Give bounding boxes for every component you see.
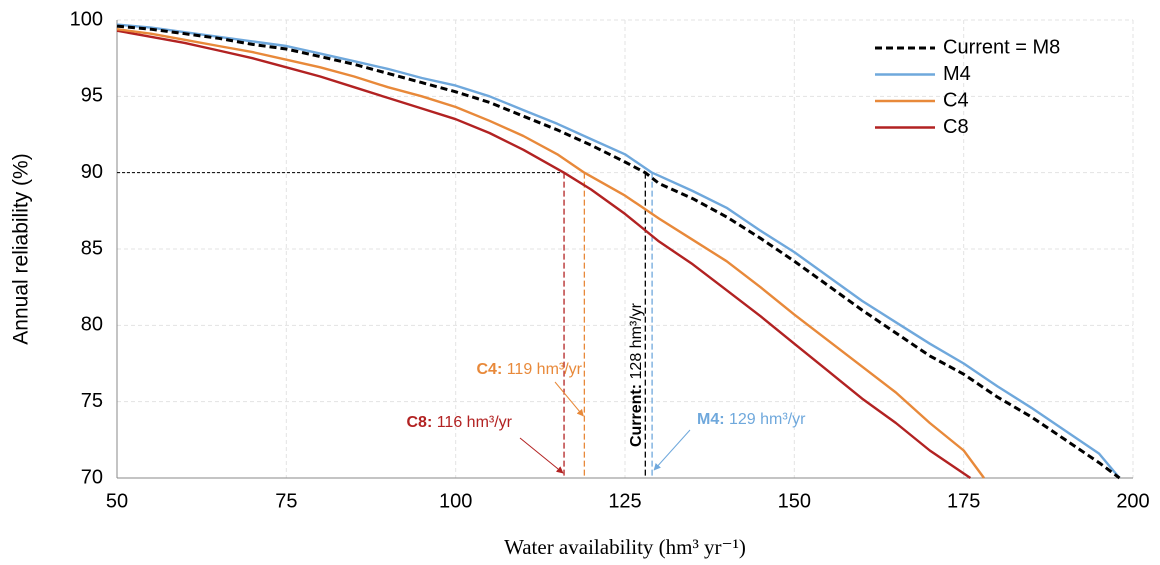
series-line [116, 29, 972, 479]
legend-label: C4 [943, 89, 969, 111]
x-tick-label: 125 [608, 490, 641, 512]
annotation-text: 116 hm³/yr [432, 414, 512, 431]
x-tick-label: 100 [439, 490, 472, 512]
x-tick-label: 175 [947, 490, 980, 512]
y-tick-label: 75 [81, 390, 103, 412]
annotation-label: C8: 116 hm³/yr [406, 414, 512, 431]
annotation-label: Current: 128 hm³/yr [628, 302, 645, 447]
annotation-bold: C4: [476, 361, 502, 378]
annotation-bold: M4: [697, 411, 725, 428]
x-axis-title: Water availability (hm³ yr⁻¹) [504, 535, 746, 559]
annotation-bold: Current: [628, 384, 645, 447]
annotation-label: M4: 129 hm³/yr [697, 411, 806, 428]
x-tick-label: 50 [106, 490, 128, 512]
x-tick-label: 200 [1116, 490, 1149, 512]
annotation-arrow [653, 429, 691, 471]
legend-label: M4 [943, 63, 971, 85]
y-tick-label: 80 [81, 314, 103, 336]
annotation-bold: C8: [406, 414, 432, 431]
x-tick-label: 75 [275, 490, 297, 512]
annotation-text: 119 hm³/yr [502, 361, 582, 378]
y-axis-title: Annual reliability (%) [10, 153, 33, 344]
annotation-arrow [554, 381, 584, 417]
legend-label: Current = M8 [943, 36, 1060, 58]
y-tick-label: 85 [81, 237, 103, 259]
annotation-arrow [519, 437, 564, 474]
series-line [116, 28, 985, 479]
annotation-text: 129 hm³/yr [725, 411, 807, 428]
series-line [116, 23, 1121, 479]
y-tick-label: 95 [81, 85, 103, 107]
series-line [116, 24, 1121, 480]
y-tick-label: 90 [81, 161, 103, 183]
legend-label: C8 [943, 116, 969, 138]
y-tick-label: 70 [81, 466, 103, 488]
x-tick-label: 150 [778, 490, 811, 512]
annotation-text: 128 hm³/yr [628, 302, 645, 384]
annotation-label: C4: 119 hm³/yr [476, 361, 582, 378]
y-tick-label: 100 [70, 8, 103, 30]
